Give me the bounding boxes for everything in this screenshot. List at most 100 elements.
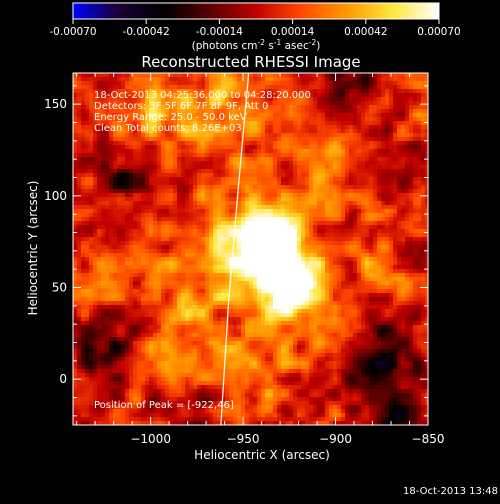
heatmap-cell [301, 229, 306, 234]
heatmap-cell [305, 281, 310, 286]
heatmap-cell [161, 141, 166, 146]
heatmap-cell [289, 201, 294, 206]
heatmap-cell [401, 217, 406, 222]
heatmap-cell [381, 101, 386, 106]
heatmap-cell [353, 253, 358, 258]
heatmap-cell [257, 85, 262, 90]
heatmap-cell [197, 261, 202, 266]
heatmap-cell [205, 177, 210, 182]
heatmap-cell [153, 273, 158, 278]
heatmap-cell [393, 133, 398, 138]
heatmap-cell [345, 161, 350, 166]
heatmap-cell [421, 149, 426, 154]
heatmap-cell [201, 177, 206, 182]
heatmap-cell [77, 209, 82, 214]
heatmap-cell [369, 197, 374, 202]
heatmap-cell [377, 129, 382, 134]
heatmap-cell [265, 193, 270, 198]
heatmap-cell [425, 201, 430, 206]
heatmap-cell [173, 249, 178, 254]
heatmap-cell [77, 237, 82, 242]
heatmap-cell [249, 161, 254, 166]
heatmap-cell [129, 221, 134, 226]
heatmap-cell [337, 81, 342, 86]
heatmap-cell [365, 261, 370, 266]
heatmap-cell [145, 233, 150, 238]
heatmap-cell [417, 169, 422, 174]
heatmap-cell [421, 237, 426, 242]
heatmap-cell [309, 221, 314, 226]
heatmap-cell [97, 209, 102, 214]
heatmap-cell [245, 157, 250, 162]
heatmap-cell [189, 229, 194, 234]
heatmap-cell [173, 257, 178, 262]
heatmap-cell [353, 169, 358, 174]
heatmap-cell [305, 177, 310, 182]
heatmap-cell [361, 229, 366, 234]
heatmap-cell [405, 241, 410, 246]
heatmap-cell [269, 113, 274, 118]
heatmap-cell [385, 173, 390, 178]
heatmap-cell [89, 121, 94, 126]
heatmap-cell [393, 117, 398, 122]
heatmap-cell [357, 281, 362, 286]
heatmap-cell [409, 245, 414, 250]
heatmap-cell [325, 161, 330, 166]
heatmap-cell [213, 193, 218, 198]
heatmap-cell [377, 89, 382, 94]
heatmap-cell [297, 149, 302, 154]
heatmap-cell [313, 273, 318, 278]
heatmap-cell [313, 77, 318, 82]
heatmap-cell [369, 157, 374, 162]
heatmap-cell [341, 205, 346, 210]
heatmap-cell [81, 229, 86, 234]
heatmap-cell [417, 229, 422, 234]
heatmap-cell [281, 169, 286, 174]
heatmap-cell [365, 189, 370, 194]
heatmap-cell [241, 185, 246, 190]
heatmap-cell [397, 241, 402, 246]
heatmap-cell [169, 241, 174, 246]
heatmap-cell [357, 73, 362, 78]
heatmap-cell [177, 189, 182, 194]
heatmap-cell [157, 281, 162, 286]
heatmap-cell [181, 85, 186, 90]
heatmap-cell [261, 189, 266, 194]
heatmap-cell [269, 73, 274, 78]
heatmap-cell [153, 193, 158, 198]
heatmap-cell [81, 201, 86, 206]
heatmap-cell [133, 149, 138, 154]
heatmap-cell [197, 233, 202, 238]
heatmap-cell [329, 73, 334, 78]
heatmap-cell [361, 269, 366, 274]
heatmap-cell [113, 161, 118, 166]
heatmap-cell [353, 89, 358, 94]
heatmap-cell [349, 145, 354, 150]
heatmap-cell [413, 77, 418, 82]
heatmap-cell [397, 265, 402, 270]
heatmap-cell [201, 189, 206, 194]
heatmap-cell [405, 273, 410, 278]
heatmap-cell [413, 105, 418, 110]
heatmap-cell [153, 181, 158, 186]
heatmap-cell [145, 229, 150, 234]
heatmap-cell [213, 253, 218, 258]
heatmap-cell [137, 181, 142, 186]
heatmap-cell [285, 245, 290, 250]
heatmap-cell [349, 109, 354, 114]
heatmap-cell [333, 85, 338, 90]
heatmap-cell [165, 229, 170, 234]
heatmap-cell [149, 81, 154, 86]
heatmap-cell [321, 261, 326, 266]
heatmap-cell [185, 237, 190, 242]
heatmap-cell [189, 293, 194, 298]
heatmap-cell [417, 185, 422, 190]
heatmap-cell [157, 205, 162, 210]
heatmap-cell [213, 229, 218, 234]
heatmap-cell [93, 257, 98, 262]
heatmap-cell [73, 173, 78, 178]
heatmap-cell [137, 197, 142, 202]
heatmap-cell [173, 77, 178, 82]
heatmap-cell [249, 185, 254, 190]
heatmap-cell [141, 265, 146, 270]
